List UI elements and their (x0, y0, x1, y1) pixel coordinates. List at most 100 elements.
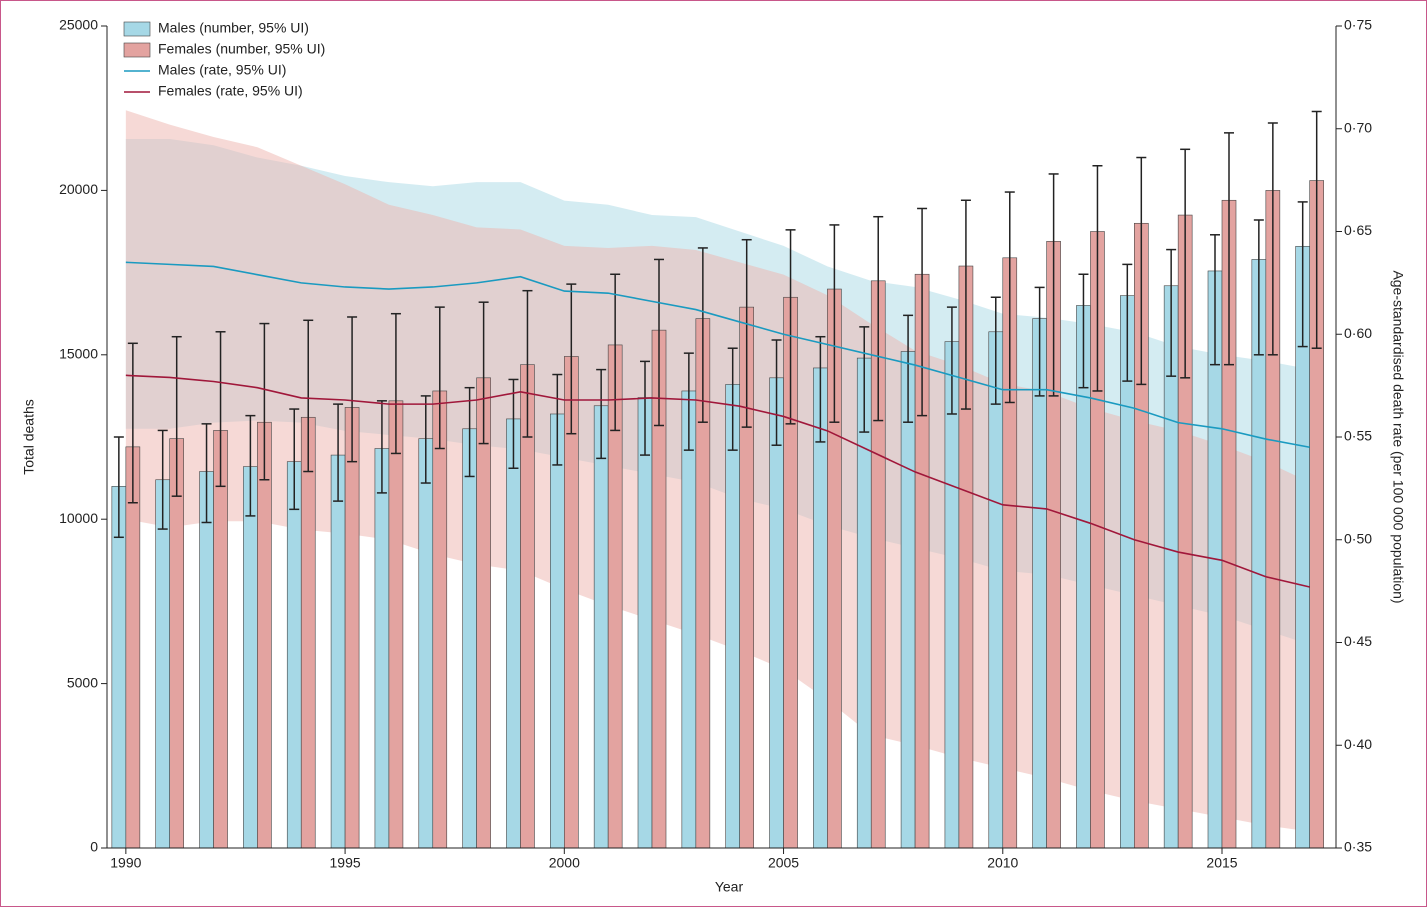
error-bar (596, 368, 607, 460)
error-bar (552, 373, 563, 466)
error-bar (1267, 122, 1278, 356)
error-bar (683, 352, 694, 451)
bar (257, 421, 272, 849)
error-bar (245, 414, 256, 517)
bar (243, 466, 258, 849)
error-bar (1078, 273, 1089, 389)
y-tick-label: 0 (90, 839, 98, 855)
y-tick-label: 15000 (59, 346, 98, 362)
bar (1032, 318, 1047, 849)
bar (199, 471, 214, 849)
bar (300, 416, 316, 849)
bar (169, 438, 184, 849)
legend-label: Males (rate, 95% UI) (158, 62, 286, 78)
bar (637, 397, 653, 849)
bar (900, 351, 916, 849)
error-bar (464, 386, 475, 478)
error-bar (1297, 201, 1308, 348)
bar (125, 446, 141, 849)
error-bar (829, 224, 840, 423)
error-bar (347, 316, 358, 463)
bar (988, 331, 1004, 849)
bar (155, 479, 170, 849)
error-bar (1048, 173, 1059, 397)
legend: Males (number, 95% UI) Females (number, 9… (123, 20, 325, 99)
error-bar (771, 339, 782, 446)
error-bar (741, 238, 752, 428)
error-bar (215, 331, 226, 488)
y2-tick-label: 0·60 (1344, 325, 1372, 341)
y2-tick-label: 0·70 (1344, 119, 1372, 135)
x-tick-label: 2015 (1206, 855, 1237, 871)
error-bar (522, 289, 533, 438)
y-tick-label: 5000 (67, 674, 98, 690)
error-bar (1180, 148, 1191, 379)
bar (286, 461, 302, 849)
error-bar (259, 322, 270, 481)
error-bar (610, 273, 621, 432)
x-tick-label: 1990 (110, 855, 141, 871)
bar (344, 407, 360, 849)
bar (506, 418, 521, 849)
bar (725, 384, 740, 849)
error-bar (1311, 110, 1322, 349)
error-bar (785, 229, 796, 425)
error-bar (727, 347, 738, 451)
error-bar (1092, 164, 1103, 392)
y2-tick-label: 0·55 (1344, 428, 1372, 444)
bar (462, 428, 477, 849)
legend-label: Males (number, 95% UI) (158, 20, 309, 36)
error-bar (640, 360, 651, 456)
lines (113, 110, 1322, 588)
error-bar (1224, 132, 1235, 366)
bar (769, 377, 784, 849)
y-tick-label: 25000 (59, 17, 98, 33)
x-tick-label: 2010 (987, 855, 1018, 871)
error-bar (990, 296, 1001, 405)
axes: 0 5000 10000 15000 20000 25000 0·35 0·40 0·45 0·5… (59, 17, 1372, 871)
error-bar (1004, 191, 1015, 404)
bar (550, 413, 565, 849)
error-bar (1210, 234, 1221, 366)
error-bar (946, 306, 957, 415)
legend-swatch (123, 42, 151, 58)
error-bar (127, 342, 138, 504)
error-bar (903, 314, 914, 423)
error-bar (171, 335, 182, 497)
error-bar (1166, 248, 1177, 377)
y-tick-label: 10000 (59, 510, 98, 526)
error-bar (478, 301, 489, 445)
bar (213, 430, 228, 849)
y-axis-label: Total deaths (21, 399, 37, 475)
error-bar (201, 423, 212, 524)
error-bar (508, 378, 519, 469)
y2-tick-label: 0·50 (1344, 530, 1372, 546)
x-tick-label: 2005 (768, 855, 799, 871)
error-bar (917, 207, 928, 417)
bar (944, 341, 960, 849)
legend-swatch (123, 21, 151, 37)
error-bar (815, 335, 826, 443)
error-bar (697, 247, 708, 423)
y-tick-label: 20000 (59, 181, 98, 197)
x-tick-label: 2000 (549, 855, 580, 871)
rate-line (125, 261, 1310, 449)
bar (418, 438, 434, 849)
bar (374, 448, 390, 849)
error-bar (960, 199, 971, 410)
error-bar (1122, 263, 1133, 382)
legend-label: Females (rate, 95% UI) (158, 83, 303, 99)
y2-tick-label: 0·35 (1344, 839, 1372, 855)
error-bar (1136, 156, 1147, 386)
error-bar (859, 326, 870, 433)
rate-line (125, 374, 1310, 588)
error-bar (420, 395, 431, 484)
bar (111, 486, 127, 849)
bar (432, 390, 448, 849)
y2-tick-label: 0·75 (1344, 17, 1372, 33)
y2-tick-label: 0·45 (1344, 633, 1372, 649)
error-bar (157, 429, 168, 530)
error-bar (289, 408, 300, 511)
